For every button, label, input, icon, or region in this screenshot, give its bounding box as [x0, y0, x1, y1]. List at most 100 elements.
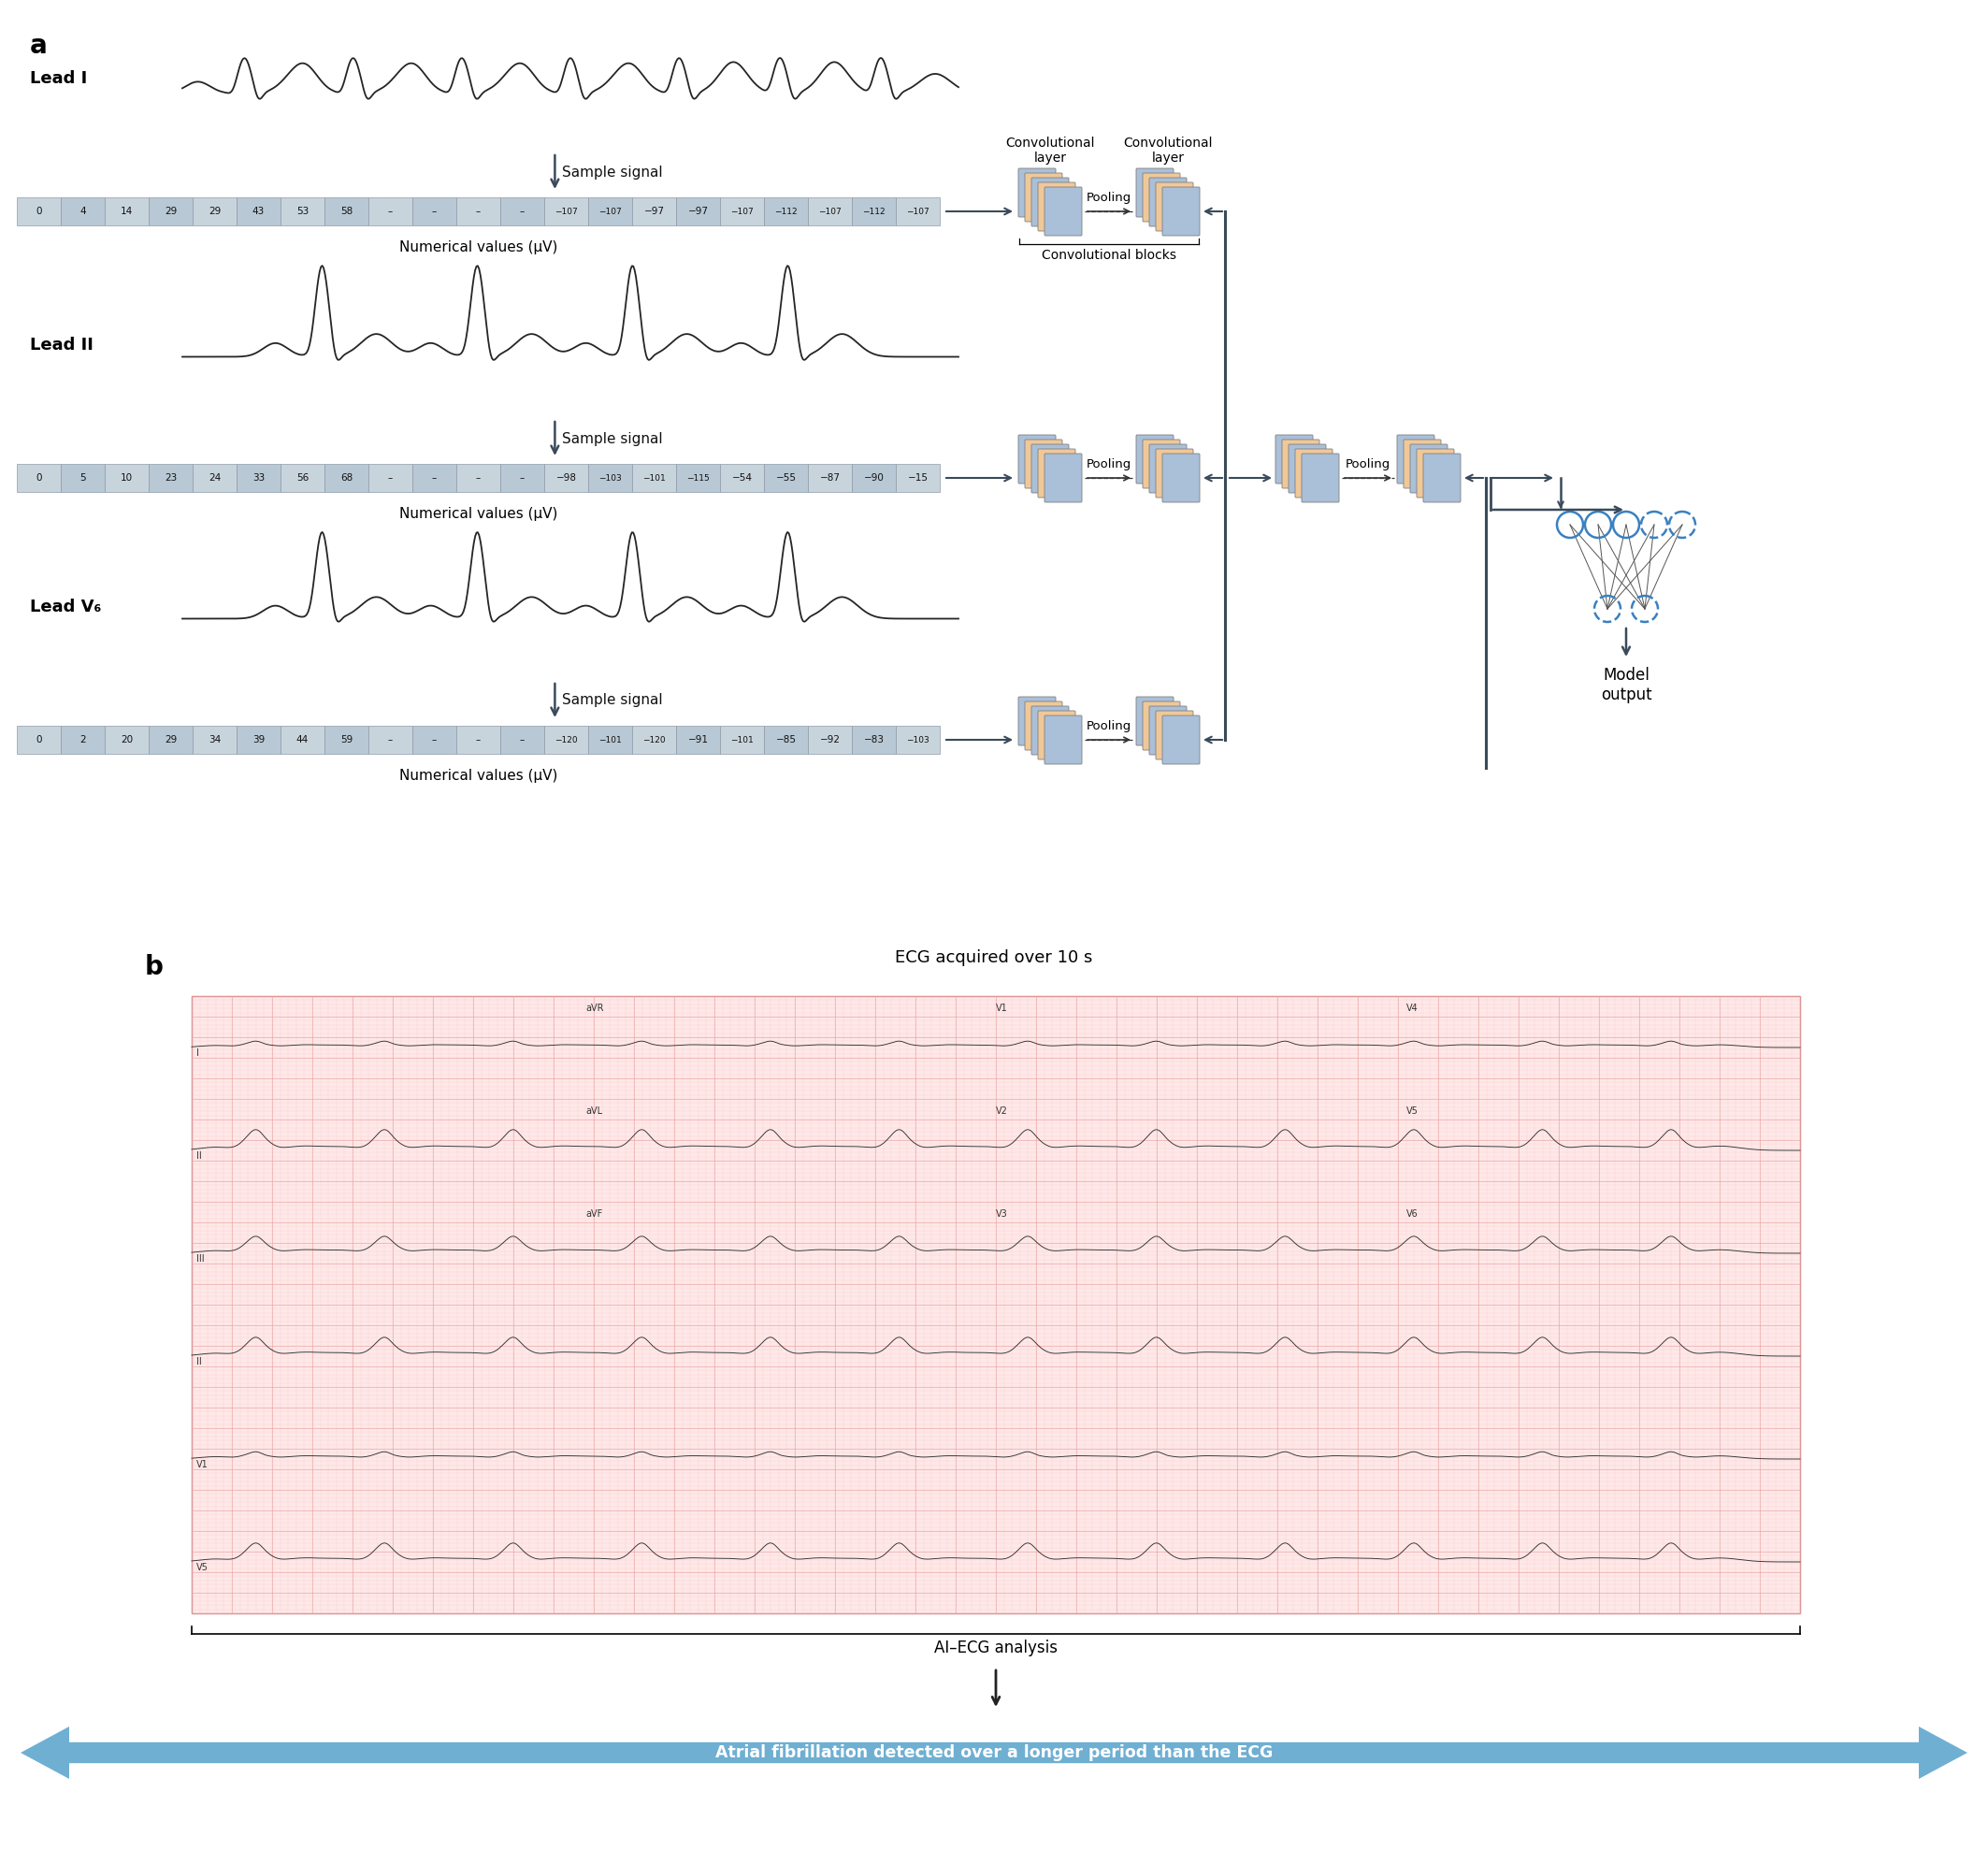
Text: 39: 39	[252, 734, 264, 744]
Text: −55: −55	[775, 473, 797, 483]
FancyBboxPatch shape	[1276, 434, 1312, 483]
Text: –: –	[388, 734, 394, 744]
Text: Atrial fibrillation detected over a longer period than the ECG: Atrial fibrillation detected over a long…	[716, 1745, 1272, 1761]
Bar	[193, 464, 237, 492]
Text: −91: −91	[688, 734, 708, 744]
Bar	[501, 464, 545, 492]
Text: −120: −120	[555, 736, 579, 744]
Bar	[807, 198, 853, 226]
FancyBboxPatch shape	[1288, 444, 1326, 492]
FancyBboxPatch shape	[1149, 444, 1187, 492]
Bar	[897, 464, 940, 492]
FancyBboxPatch shape	[1044, 453, 1081, 501]
Text: 0: 0	[36, 734, 42, 744]
Text: −97: −97	[644, 207, 664, 216]
FancyBboxPatch shape	[1135, 168, 1173, 216]
Bar	[457, 198, 501, 226]
Bar	[280, 198, 324, 226]
Text: 10: 10	[121, 473, 133, 483]
Text: –: –	[519, 473, 525, 483]
Bar	[763, 464, 807, 492]
Bar	[237, 464, 280, 492]
Bar	[368, 725, 412, 753]
Text: AI–ECG analysis: AI–ECG analysis	[934, 1640, 1058, 1657]
Text: 59: 59	[340, 734, 352, 744]
Text: 0: 0	[36, 473, 42, 483]
Bar	[191, 995, 1799, 1614]
Text: V1: V1	[996, 1003, 1008, 1012]
Bar	[545, 725, 588, 753]
Text: Numerical values (μV): Numerical values (μV)	[400, 240, 557, 254]
FancyBboxPatch shape	[1018, 168, 1056, 216]
FancyBboxPatch shape	[1018, 697, 1056, 746]
Bar	[62, 198, 105, 226]
Bar	[545, 198, 588, 226]
Text: −120: −120	[642, 736, 666, 744]
Bar	[853, 725, 897, 753]
Text: 29: 29	[165, 207, 177, 216]
FancyBboxPatch shape	[1038, 710, 1076, 759]
Bar	[676, 198, 720, 226]
FancyBboxPatch shape	[1149, 706, 1187, 755]
Text: Pooling: Pooling	[1087, 192, 1131, 203]
Text: II: II	[197, 1357, 201, 1366]
Bar	[237, 198, 280, 226]
Bar	[588, 198, 632, 226]
Text: Sample signal: Sample signal	[563, 432, 664, 445]
Text: Model
output: Model output	[1600, 667, 1652, 703]
Bar	[501, 725, 545, 753]
Text: Pooling: Pooling	[1087, 459, 1131, 470]
FancyBboxPatch shape	[1032, 444, 1070, 492]
Bar	[897, 198, 940, 226]
FancyBboxPatch shape	[1155, 710, 1193, 759]
FancyBboxPatch shape	[1032, 177, 1070, 226]
FancyBboxPatch shape	[1135, 697, 1173, 746]
Bar	[16, 725, 62, 753]
Text: −115: −115	[686, 473, 710, 483]
Text: I: I	[197, 1048, 199, 1057]
FancyBboxPatch shape	[1398, 434, 1435, 483]
Bar	[193, 198, 237, 226]
Bar	[324, 198, 368, 226]
FancyBboxPatch shape	[1163, 453, 1199, 501]
Text: aVR: aVR	[586, 1003, 604, 1012]
Text: 24: 24	[209, 473, 221, 483]
Bar	[149, 464, 193, 492]
Text: −87: −87	[819, 473, 841, 483]
Bar	[720, 464, 763, 492]
FancyBboxPatch shape	[1038, 183, 1076, 231]
Bar	[324, 725, 368, 753]
Text: Sample signal: Sample signal	[563, 166, 664, 179]
Bar	[545, 464, 588, 492]
FancyBboxPatch shape	[1044, 716, 1081, 764]
Text: 58: 58	[340, 207, 352, 216]
Text: aVL: aVL	[586, 1107, 602, 1117]
Text: III: III	[197, 1254, 205, 1264]
Bar	[632, 725, 676, 753]
Bar	[853, 464, 897, 492]
FancyBboxPatch shape	[1026, 701, 1062, 749]
Text: 4: 4	[80, 207, 85, 216]
Polygon shape	[20, 1726, 1968, 1778]
Bar	[501, 198, 545, 226]
Bar	[62, 725, 105, 753]
Text: Pooling: Pooling	[1346, 459, 1390, 470]
Text: 53: 53	[296, 207, 308, 216]
Text: −112: −112	[863, 207, 885, 216]
Bar	[588, 725, 632, 753]
Text: –: –	[431, 473, 437, 483]
Text: 44: 44	[296, 734, 308, 744]
Text: −101: −101	[730, 736, 753, 744]
Text: −101: −101	[642, 473, 666, 483]
Bar	[720, 198, 763, 226]
Bar	[62, 464, 105, 492]
Text: V5: V5	[197, 1562, 209, 1571]
Bar	[588, 464, 632, 492]
Bar	[632, 464, 676, 492]
Text: 33: 33	[252, 473, 264, 483]
Text: a: a	[30, 34, 48, 60]
Text: 56: 56	[296, 473, 308, 483]
Text: 68: 68	[340, 473, 352, 483]
Text: V1: V1	[197, 1460, 209, 1469]
FancyBboxPatch shape	[1143, 173, 1181, 222]
